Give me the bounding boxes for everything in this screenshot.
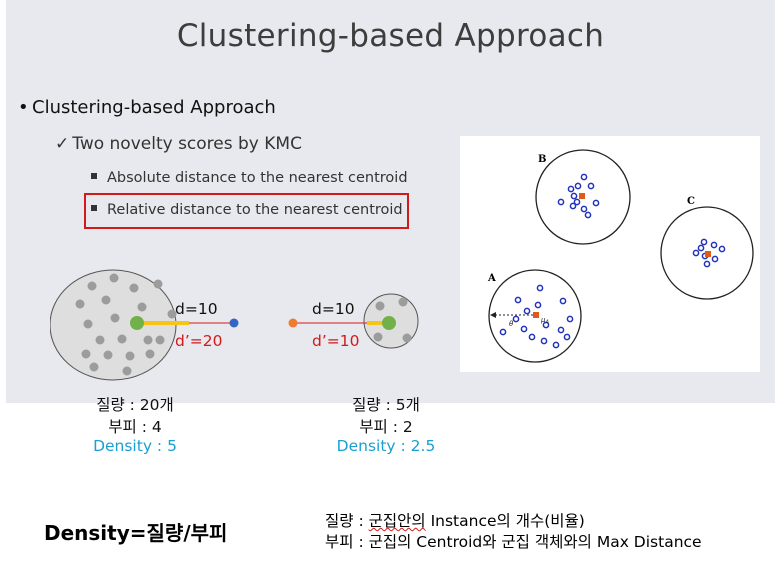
bullet-level2: ✓ Two novelty scores by KMC <box>55 134 302 154</box>
cluster-c-boundary <box>660 206 754 300</box>
cluster-b-centroid <box>579 193 585 199</box>
right-dprime-label: d’=10 <box>312 332 359 350</box>
cluster-b-label: B <box>538 154 546 165</box>
centroid-label: μA <box>540 316 549 326</box>
checkmark-icon: ✓ <box>55 134 70 154</box>
right-cluster-points <box>373 297 412 343</box>
square-bullet-icon <box>91 205 97 211</box>
bullet-level1: • Clustering-based Approach <box>18 97 276 118</box>
bullet-level3-relative: Relative distance to the nearest centroi… <box>91 202 403 218</box>
bullet-relative-text: Relative distance to the nearest centroi… <box>107 202 403 218</box>
right-outlier-dot <box>288 318 298 328</box>
cluster-c-centroid <box>705 251 711 257</box>
right-volume-text: 부피 : 2 <box>359 418 413 436</box>
left-outlier-dot <box>229 318 239 328</box>
right-caption: 질량 : 5개 부피 : 2 Density : 2.5 <box>311 393 461 455</box>
right-centroid-dot <box>382 316 396 330</box>
cluster-b-boundary <box>535 149 631 245</box>
left-d-label: d=10 <box>175 300 218 318</box>
left-cluster-points <box>75 273 177 376</box>
density-formula: Density=질량/부피 <box>44 521 228 545</box>
left-dprime-label: d’=20 <box>175 332 222 350</box>
bullet-level3-absolute: Absolute distance to the nearest centroi… <box>91 170 408 186</box>
definition-mass-rest: Instance의 개수(비율) <box>425 512 585 530</box>
right-density-text: Density : 2.5 <box>336 437 436 455</box>
centroid-label-mu: μ <box>540 316 546 324</box>
bullet-absolute-text: Absolute distance to the nearest centroi… <box>107 170 408 186</box>
cluster-figure: B C A θ μA <box>460 136 760 372</box>
cluster-a-boundary <box>488 269 582 363</box>
left-mass-text: 질량 : 20개 <box>96 396 174 414</box>
square-bullet-icon <box>91 173 97 179</box>
theta-label: θ <box>509 320 514 328</box>
bullet-level2-text: Two novelty scores by KMC <box>72 134 302 154</box>
left-caption: 질량 : 20개 부피 : 4 Density : 5 <box>60 393 210 455</box>
slide-title: Clustering-based Approach <box>176 18 605 54</box>
centroid-label-subscript: A <box>544 320 549 326</box>
cluster-figure-svg: B C A θ μA <box>487 149 754 363</box>
bullet-marker: • <box>18 97 29 118</box>
left-centroid-dot <box>130 316 144 330</box>
bullet-level1-text: Clustering-based Approach <box>32 97 276 118</box>
definition-mass-prefix: 질량 : <box>325 512 369 530</box>
arrow-head-icon <box>490 312 496 318</box>
right-mass-text: 질량 : 5개 <box>352 396 420 414</box>
left-volume-text: 부피 : 4 <box>108 418 162 436</box>
definition-mass: 질량 : 군집안의 Instance의 개수(비율) <box>325 509 585 531</box>
cluster-a-label: A <box>487 273 496 284</box>
highlight-box <box>84 193 409 229</box>
left-density-text: Density : 5 <box>93 437 177 455</box>
density-diagram: d=10 d’=20 d=10 d’=10 <box>50 269 419 381</box>
cluster-c-points <box>692 238 726 268</box>
cluster-c-label: C <box>687 196 695 207</box>
definition-mass-underlined: 군집안의 <box>368 512 426 530</box>
right-d-label: d=10 <box>312 300 355 318</box>
cluster-a-centroid <box>533 312 539 318</box>
cluster-a-points <box>499 284 574 349</box>
definition-volume: 부피 : 군집의 Centroid와 군집 객체와의 Max Distance <box>325 533 702 551</box>
cluster-b-points <box>557 173 600 219</box>
